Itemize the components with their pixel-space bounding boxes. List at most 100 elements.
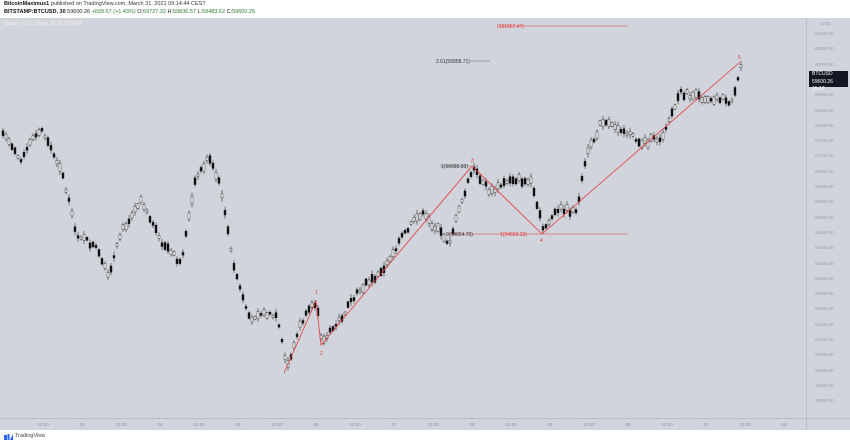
candle-body [337,317,341,321]
candle-body [688,95,692,100]
candle-body [142,204,146,210]
x-tick-label: 26 [313,422,319,427]
candle-body [355,289,359,294]
candle-body [265,312,269,319]
candle-body [412,217,416,222]
candle-body [343,311,347,316]
candle-body [490,186,494,194]
candle-body [298,320,302,328]
candle-body [616,125,620,133]
candle-body [568,210,572,217]
candle-body [130,212,134,219]
candle-body [559,204,563,210]
candle-body [232,263,236,271]
candle-body [352,297,356,302]
candle-body [238,285,242,290]
candle-body [13,147,17,155]
footer-brand[interactable]: TradingView [15,433,46,439]
ohlc-high-label: H: [167,9,174,15]
candle-body [109,265,113,273]
candle-body [529,176,533,184]
candle-body [406,228,410,233]
candle-body [664,126,668,130]
chart-plot-area[interactable]: 0(61007.47) 2.61(59958.71) 1(56686.93) 0… [0,18,806,418]
candle-body [706,96,710,104]
x-tick-label: 12:00 [739,422,751,427]
candle-body [163,242,167,250]
time-axis[interactable]: 12:00 23 12:00 24 12:00 25 12:00 26 12:00 27 12:00… [0,418,806,431]
price-axis[interactable]: USD 61000.0060500.0060000.0059500.005900… [806,18,850,418]
candle-body [682,92,686,101]
candle-body [310,302,314,308]
x-tick-label: 25 [235,422,241,427]
y-tick-label: 58000.00 [815,122,834,128]
author-name[interactable]: BitcoinMaximus1 [4,1,50,7]
candle-body [628,131,632,135]
elliott-wave-lines [283,25,741,374]
price-chart[interactable]: 0(61007.47) 2.61(59958.71) 1(56686.93) 0… [0,18,806,418]
candle-body [349,298,353,303]
candle-body [259,313,263,316]
candle-body [661,132,665,140]
candle-body [655,138,659,143]
candle-body [94,244,98,248]
y-tick-label: 56500.00 [815,168,834,174]
y-tick-label: 61000.00 [815,31,834,36]
wave-label-1: 1 [315,290,318,296]
candle-body [556,208,560,214]
candle-body [223,210,227,216]
candle-body [277,324,281,328]
candle-body [88,242,92,249]
candle-body [535,201,539,209]
candle-body [430,223,434,230]
candle-body [712,96,716,105]
candle-body [454,214,458,222]
last-price-badge: BTCUSD 59600.26 15:17 [809,71,848,92]
ohlc-high: 59836.57 [173,9,196,15]
candle-body [211,162,215,169]
x-tick-label: 28 [469,422,475,427]
candle-body [208,155,212,164]
x-tick-label: 12:00 [115,422,127,427]
candle-body [580,176,584,181]
candle-body [463,190,467,197]
candle-body [469,172,473,177]
candle-body [415,213,419,222]
candle-body [739,64,743,68]
candle-body [25,146,29,151]
candlestick-series [1,61,743,371]
candle-body [79,236,83,240]
candle-body [7,138,11,145]
candle-body [304,310,308,316]
candle-body [55,160,59,165]
symbol-info: BITSTAMP:BTCUSD, 30 59600.26 +839.67 (+1… [4,9,255,15]
candle-body [736,77,740,81]
candle-body [121,224,125,231]
candle-body [694,89,698,99]
candle-body [499,184,503,188]
ohlc-low-label: L: [197,9,203,15]
candle-body [166,243,170,252]
candle-body [445,240,449,244]
y-tick-label: 54500.00 [815,229,834,235]
candle-body [598,120,602,126]
y-tick-label: 53500.00 [815,260,834,266]
candle-body [67,197,71,202]
candle-body [97,249,101,257]
y-tick-label: 60500.00 [815,46,834,52]
candle-body [229,248,233,251]
candle-body [625,132,629,136]
chart-legend: Bitcoin / U.S. Dollar, 30, BITSTAMP [4,21,83,27]
candle-body [724,97,728,104]
candle-body [85,237,89,241]
candle-body [550,215,554,220]
candle-body [61,172,65,179]
candle-body [532,187,536,197]
axis-corner[interactable] [806,418,850,431]
candle-body [181,252,185,256]
candle-body [493,188,497,193]
y-tick-label: 56000.00 [815,184,834,189]
candle-body [256,311,260,319]
candle-body [409,221,413,225]
candle-body [607,118,611,127]
